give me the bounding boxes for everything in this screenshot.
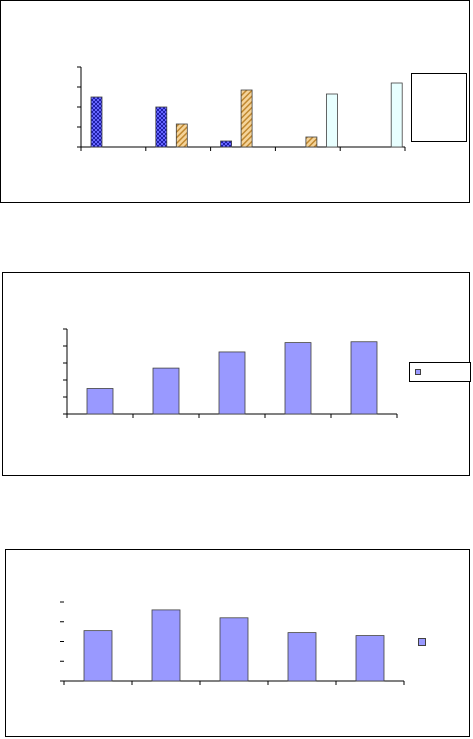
bar-series-2-cat-2 <box>175 123 188 148</box>
bar-series-1-cat-1 <box>86 388 114 415</box>
bar-series-1-cat-5 <box>350 341 378 415</box>
bar-series-1-cat-1 <box>90 96 103 148</box>
chart-1-plot <box>77 66 406 151</box>
chart-2-plot <box>63 328 398 418</box>
bar-series-3-cat-5 <box>390 82 403 148</box>
bar-series-3-cat-4 <box>325 93 338 148</box>
bar-series-1-cat-3 <box>220 140 233 148</box>
bar-series-1-cat-5 <box>355 635 385 682</box>
chart-2-frame <box>2 272 471 476</box>
chart-1-frame <box>0 0 470 203</box>
bar-series-1-cat-2 <box>155 106 168 148</box>
bar-series-1-cat-4 <box>284 342 312 415</box>
bar-series-1-cat-3 <box>219 617 249 682</box>
bar-series-1-cat-2 <box>152 367 180 415</box>
chart-3-legend-swatch <box>418 638 426 646</box>
chart-1-legend <box>411 73 467 142</box>
bar-series-2-cat-3 <box>240 89 253 148</box>
bar-series-1-cat-1 <box>83 630 113 682</box>
bar-series-2-cat-4 <box>305 136 318 148</box>
chart-3-plot <box>60 601 405 685</box>
bar-series-1-cat-3 <box>218 351 246 415</box>
chart-2-legend <box>409 362 471 382</box>
chart-2-legend-swatch <box>415 369 421 375</box>
bar-series-1-cat-4 <box>287 632 317 682</box>
chart-3-frame <box>5 549 470 737</box>
bar-series-1-cat-2 <box>151 609 181 682</box>
